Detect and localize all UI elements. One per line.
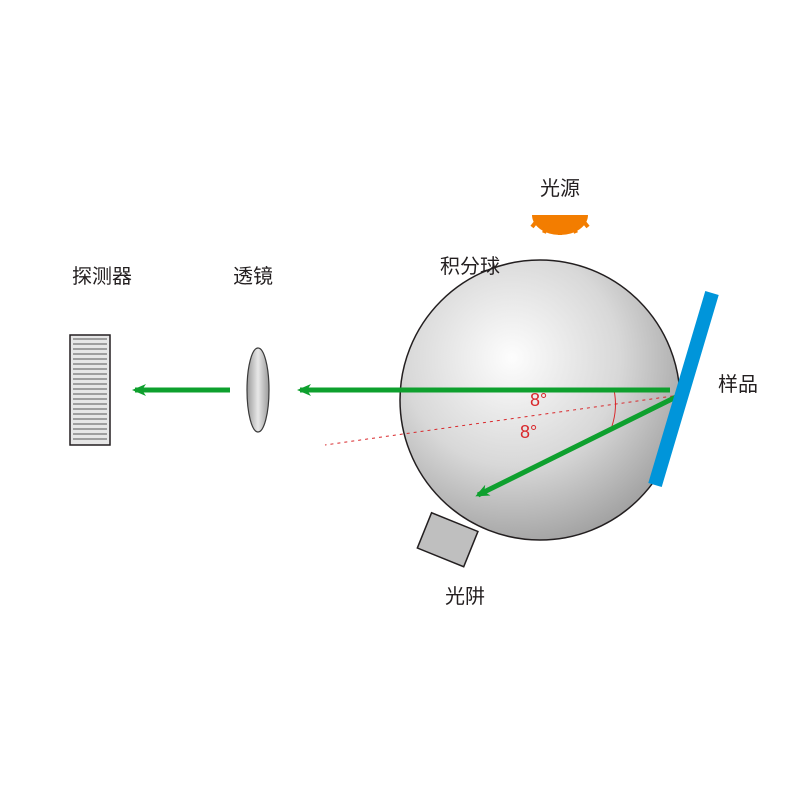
- angle-upper-label: 8°: [530, 390, 547, 411]
- detector-icon: [70, 335, 110, 445]
- sample-label: 样品: [718, 368, 758, 397]
- light-source-label: 光源: [540, 172, 580, 201]
- lens-icon: [247, 348, 269, 432]
- light-source-icon: [532, 215, 588, 235]
- detector-label: 探测器: [72, 260, 132, 289]
- sphere-label: 积分球: [440, 250, 500, 279]
- lens-label: 透镜: [233, 260, 273, 289]
- trap-label: 光阱: [445, 580, 485, 609]
- diagram-canvas: [0, 0, 800, 800]
- angle-lower-label: 8°: [520, 422, 537, 443]
